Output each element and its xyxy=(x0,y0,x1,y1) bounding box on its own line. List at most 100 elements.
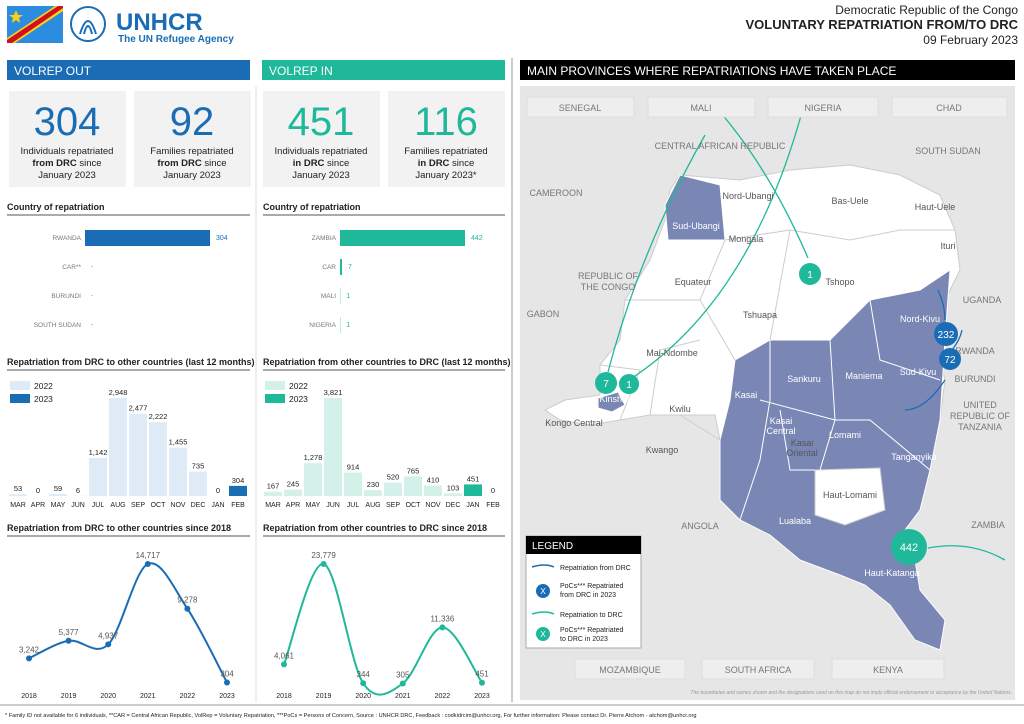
category-label: JUN xyxy=(326,502,340,509)
point xyxy=(105,641,112,648)
legend-title: LEGEND xyxy=(532,541,573,552)
category-label: CAR xyxy=(322,264,336,271)
value-label: 167 xyxy=(267,482,280,491)
province-shaded xyxy=(664,174,726,241)
category-label: SOUTH SUDAN xyxy=(34,322,82,329)
bar xyxy=(384,482,402,496)
bubble: 442 xyxy=(891,529,927,565)
x-tick-label: 2020 xyxy=(355,693,371,700)
legend-label: 2022 xyxy=(34,381,53,391)
arrows xyxy=(607,111,1006,561)
bubble: 72 xyxy=(939,348,961,370)
country-label: CENTRAL AFRICAN REPUBLIC xyxy=(655,141,786,151)
point xyxy=(360,680,367,687)
bubble-circle xyxy=(891,529,927,565)
category-label: AUG xyxy=(110,502,125,509)
bubble: 1 xyxy=(799,263,821,285)
value-label: 410 xyxy=(427,475,440,484)
chart-title: Country of repatriation xyxy=(7,202,105,212)
category-label: AUG xyxy=(365,502,380,509)
kpi-label: Individuals repatriated xyxy=(275,146,368,157)
province-label: Kongo Central xyxy=(545,418,603,428)
bar xyxy=(49,494,67,496)
map-title: MAIN PROVINCES WHERE REPATRIATIONS HAVE … xyxy=(527,64,896,78)
province-label: Sud-Kivu xyxy=(900,367,937,377)
province-label: Maniema xyxy=(845,371,882,381)
value-label: 1,278 xyxy=(304,453,323,462)
value-label: 304 xyxy=(232,476,245,485)
province-label: Haut-Katanga xyxy=(864,568,920,578)
country-label: SOUTH SUDAN xyxy=(915,146,981,156)
country-label: UGANDA xyxy=(963,295,1002,305)
value-label: 520 xyxy=(387,473,400,482)
country-boxes xyxy=(526,96,1008,680)
province-label: Kinshasa xyxy=(599,394,636,404)
country-label: TANZANIA xyxy=(958,422,1002,432)
map-header xyxy=(520,60,1015,80)
value-label: 914 xyxy=(347,463,360,472)
value-label: - xyxy=(91,322,94,329)
value-label: 3,821 xyxy=(324,388,343,397)
value-label: 7 xyxy=(348,264,352,271)
category-label: SEP xyxy=(386,502,400,509)
country-label: GABON xyxy=(527,309,560,319)
bar xyxy=(340,259,342,275)
province-white xyxy=(814,467,886,526)
point xyxy=(439,624,446,631)
chart-title: Repatriation from other countries to DRC… xyxy=(263,523,487,533)
x-tick-label: 2019 xyxy=(61,693,77,700)
date: 09 February 2023 xyxy=(923,33,1018,47)
category-label: FEB xyxy=(486,502,500,509)
province-borders xyxy=(739,299,941,521)
province-label: Kwango xyxy=(646,445,679,455)
point xyxy=(224,679,230,686)
kpi-label: January 2023 xyxy=(292,170,350,181)
tagline: The UN Refugee Agency xyxy=(118,34,234,45)
value-label: 1,142 xyxy=(89,448,108,457)
legend-item: from DRC in 2023 xyxy=(560,592,616,599)
value-label: 2,948 xyxy=(109,388,128,397)
point xyxy=(26,655,32,662)
point xyxy=(65,637,72,644)
category-label: BURUNDI xyxy=(51,293,81,300)
legend-item: Repatriation from DRC xyxy=(560,565,631,572)
x-tick-label: 2021 xyxy=(140,693,156,700)
province-label: Mai-Ndombe xyxy=(646,348,698,358)
point xyxy=(184,605,191,612)
bar xyxy=(85,230,210,246)
bar xyxy=(169,447,187,496)
value-label: 1 xyxy=(346,322,350,329)
kpi-label: from DRC since xyxy=(32,158,101,169)
value-label: 245 xyxy=(287,480,300,489)
province-label: Tshopo xyxy=(825,277,854,287)
value-label: 1,455 xyxy=(169,438,188,447)
chart-title: Country of repatriation xyxy=(263,202,361,212)
x-tick-label: 2018 xyxy=(276,693,292,700)
bubble-label: 232 xyxy=(938,330,955,341)
category-label: CAR** xyxy=(62,264,81,271)
panel-title: VOLREP OUT xyxy=(14,64,92,78)
value-label: 451 xyxy=(475,670,489,679)
province-borders xyxy=(599,229,955,441)
chart-title: Repatriation from DRC to other countries… xyxy=(7,523,231,533)
category-label: NOV xyxy=(170,502,186,509)
value-label: 230 xyxy=(367,480,380,489)
province-label: Central xyxy=(766,426,795,436)
kpi-label: January 2023 xyxy=(163,170,221,181)
province-label: Kwilu xyxy=(669,404,691,414)
province-label: Sankuru xyxy=(787,374,821,384)
report-title: VOLUNTARY REPATRIATION FROM/TO DRC xyxy=(745,17,1018,32)
value-label: 2,477 xyxy=(129,404,148,413)
bubble-label: 442 xyxy=(900,542,918,554)
kpi-label-rest: since xyxy=(324,158,349,169)
value-label: 6 xyxy=(76,486,80,495)
value-label: 59 xyxy=(54,484,62,493)
x-tick-label: 2022 xyxy=(180,693,196,700)
province-label: Bas-Uele xyxy=(831,196,868,206)
category-label: JUL xyxy=(92,502,105,509)
province-label: Nord-Kivu xyxy=(900,314,940,324)
bar xyxy=(89,458,107,496)
kpi-label: January 2023* xyxy=(415,170,477,181)
value-label: 735 xyxy=(192,462,205,471)
